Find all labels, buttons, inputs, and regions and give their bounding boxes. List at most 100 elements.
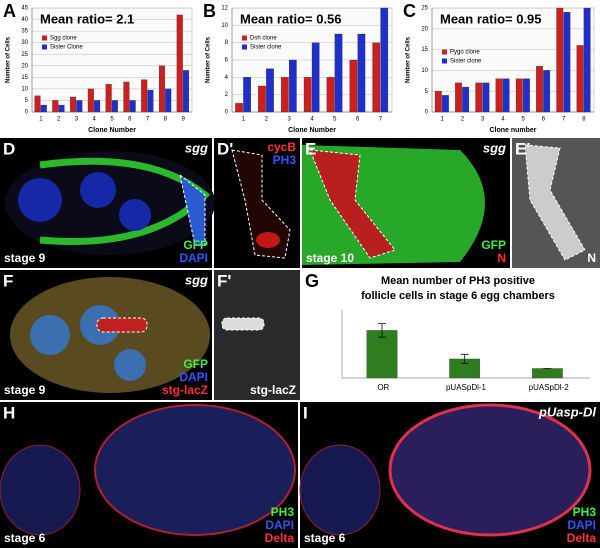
panel-letter: C: [403, 1, 416, 21]
chart-title: Mean number of PH3 positive: [381, 275, 535, 287]
y-tick-label: 40: [21, 17, 28, 23]
x-tick-label: 5: [333, 117, 337, 123]
channel-label: GFP: [183, 357, 208, 371]
bar: [576, 45, 584, 113]
channel-label: DAPI: [179, 251, 208, 265]
micrograph-feature: [221, 317, 265, 331]
bar: [372, 42, 381, 113]
bar: [40, 104, 47, 113]
legend-label: Sister clone: [250, 45, 282, 51]
y-tick-label: 5: [425, 89, 429, 95]
x-tick-label: 2: [57, 117, 61, 123]
bar: [462, 86, 470, 113]
channel-label: DAPI: [179, 370, 208, 384]
x-tick-label: 1: [242, 117, 246, 123]
bar: [235, 103, 243, 113]
chart-title: Mean ratio= 2.1: [40, 11, 134, 26]
x-tick-label: 5: [110, 117, 114, 123]
y-tick-label: 15: [21, 75, 28, 81]
y-tick-label: 10: [221, 23, 228, 29]
micrograph-feature: [256, 232, 280, 248]
y-tick-label: 25: [21, 52, 28, 58]
y-tick-label: 5: [25, 98, 29, 104]
micrograph-feature: [524, 144, 586, 261]
channel-label: DAPI: [265, 518, 294, 532]
legend-label: Dsh clone: [250, 36, 277, 42]
bar: [182, 70, 189, 113]
y-axis-label: Number of Cells: [6, 36, 12, 83]
legend-swatch: [442, 49, 447, 55]
bar: [176, 14, 183, 113]
micrograph-feature: [80, 172, 116, 208]
panel-letter: A: [3, 1, 16, 21]
bar: [380, 7, 389, 113]
y-axis-label: Number of Cells: [206, 36, 212, 83]
stage-label: stage 6: [304, 531, 346, 545]
micrograph-feature: [114, 349, 146, 381]
legend-swatch: [42, 35, 47, 41]
bar: [455, 82, 462, 113]
bar: [158, 65, 165, 113]
channel-label: Delta: [567, 531, 597, 545]
y-tick-label: 35: [21, 29, 28, 35]
y-tick-label: 10: [21, 86, 28, 92]
bar: [243, 77, 251, 113]
y-tick-label: 0: [225, 110, 229, 116]
bar: [334, 33, 343, 113]
channel-label: GFP: [481, 238, 506, 252]
x-tick-label: 5: [521, 117, 525, 123]
stage-label: stg-lacZ: [250, 383, 296, 397]
micrograph-feature: [231, 149, 291, 259]
panel-tag: sgg: [185, 140, 208, 155]
bar: [434, 91, 442, 113]
x-tick-label: 9: [181, 117, 185, 123]
bar: [87, 88, 94, 113]
bar: [556, 7, 564, 113]
panel-letter: G: [305, 271, 319, 291]
error-bar: [378, 323, 387, 338]
error-bar: [460, 353, 469, 364]
x-tick-label: 4: [93, 117, 97, 123]
x-tick-label: 7: [146, 117, 150, 123]
bar: [129, 100, 136, 113]
channel-label: N: [497, 251, 506, 265]
legend-swatch: [442, 58, 447, 64]
x-axis-label: Clone number: [489, 127, 536, 134]
micrograph-feature: [119, 199, 151, 231]
x-tick-label: 7: [562, 117, 566, 123]
panel-letter: D': [217, 139, 233, 158]
x-axis-label: Clone Number: [88, 127, 136, 134]
bar: [147, 89, 154, 113]
legend-label: Sister Clone: [50, 45, 83, 51]
bar: [536, 66, 543, 113]
bar: [34, 95, 41, 113]
bar: [141, 79, 148, 113]
y-tick-label: 20: [21, 63, 28, 69]
bar: [366, 330, 398, 379]
bar: [70, 96, 77, 113]
bar: [280, 77, 289, 113]
channel-label: GFP: [183, 238, 208, 252]
bar: [311, 42, 320, 113]
bar: [522, 78, 530, 113]
micrograph-feature: [179, 173, 206, 246]
y-tick-label: 12: [221, 6, 228, 12]
panel-tag: sgg: [185, 272, 208, 287]
x-tick-label: 3: [287, 117, 291, 123]
bar: [52, 100, 59, 113]
legend-label: Pygo clone: [450, 50, 480, 56]
micrograph-feature: [309, 149, 396, 259]
y-tick-label: 6: [225, 58, 229, 64]
bar: [475, 82, 483, 113]
bar: [165, 88, 172, 113]
y-tick-label: 8: [225, 40, 229, 46]
y-tick-label: 0: [425, 110, 429, 116]
micrograph-feature: [214, 270, 300, 400]
legend-label: Sgg clone: [50, 36, 77, 42]
bar: [515, 78, 523, 113]
x-tick-label: 2: [265, 117, 269, 123]
bar: [105, 84, 112, 113]
x-tick-label: 4: [501, 117, 505, 123]
chart-title: Mean ratio= 0.95: [440, 11, 542, 26]
y-tick-label: 20: [421, 26, 428, 32]
